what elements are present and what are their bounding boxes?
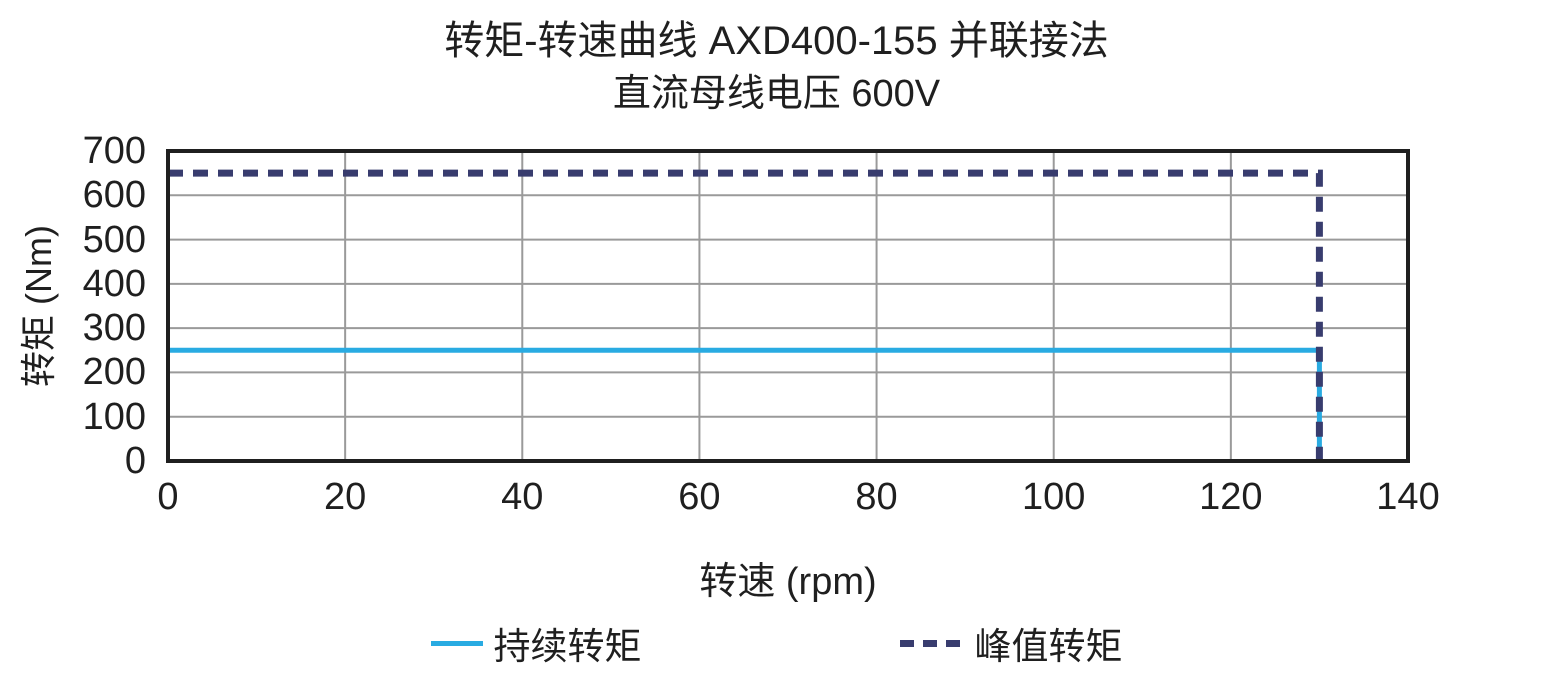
plot-area — [166, 149, 1410, 463]
x-tick-label: 140 — [1376, 476, 1440, 518]
y-tick-label: 0 — [124, 440, 146, 482]
chart-subtitle: 直流母线电压 600V — [612, 73, 941, 115]
y-tick-label: 400 — [82, 262, 146, 305]
x-tick-label: 0 — [157, 476, 179, 518]
legend-item-continuous-torque: 持续转矩 — [430, 616, 642, 670]
solid-line-swatch-icon — [430, 640, 483, 646]
y-tick-label: 100 — [82, 395, 146, 438]
x-axis-ticks: 0 20 40 60 80 100 120 140 — [0, 477, 1553, 521]
legend-label-continuous-torque: 持续转矩 — [493, 626, 642, 667]
y-tick-label: 700 — [82, 130, 146, 172]
x-tick-label: 60 — [678, 476, 721, 518]
legend-item-peak-torque: 峰值转矩 — [899, 616, 1123, 670]
x-tick-label: 40 — [501, 476, 544, 518]
y-tick-label: 600 — [82, 174, 146, 217]
chart-title: 转矩-转速曲线 AXD400-155 并联接法 — [444, 19, 1109, 63]
x-tick-label: 100 — [1022, 476, 1086, 518]
dashed-line-swatch-icon — [899, 639, 964, 647]
y-tick-label: 200 — [82, 351, 146, 394]
y-tick-label: 300 — [82, 307, 146, 350]
y-axis-ticks: 0 100 200 300 400 500 600 700 — [0, 0, 146, 680]
legend-label-peak-torque: 峰值转矩 — [974, 626, 1123, 667]
x-tick-label: 80 — [855, 476, 898, 518]
x-axis-title: 转速 (rpm) — [699, 561, 877, 603]
x-tick-label: 20 — [324, 476, 367, 518]
y-tick-label: 500 — [82, 218, 146, 261]
x-tick-label: 120 — [1199, 476, 1263, 518]
legend: 持续转矩 峰值转矩 — [0, 616, 1553, 670]
